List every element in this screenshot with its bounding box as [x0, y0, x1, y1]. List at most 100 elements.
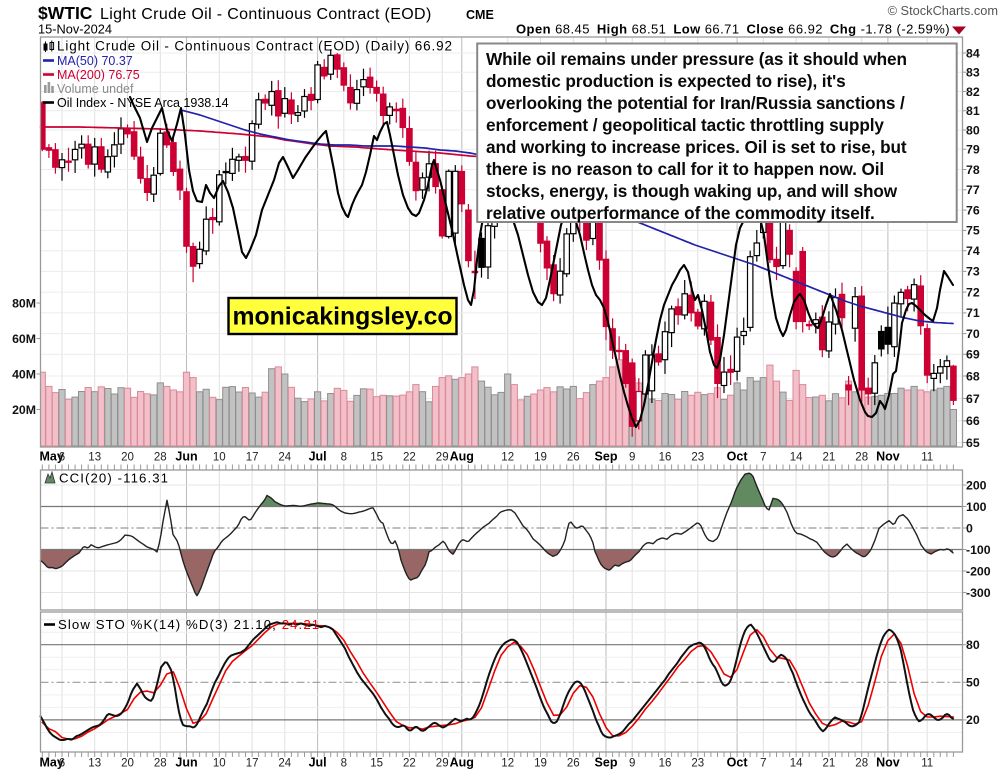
svg-text:domestic production is expecte: domestic production is expected to rise)… — [486, 71, 846, 91]
svg-text:20M: 20M — [12, 403, 36, 417]
svg-text:14: 14 — [790, 758, 803, 770]
svg-text:there is no reason to call for: there is no reason to call for it to hap… — [486, 159, 884, 179]
svg-text:26: 26 — [567, 758, 580, 770]
svg-text:81: 81 — [966, 104, 980, 118]
svg-text:22: 22 — [403, 452, 416, 464]
svg-text:CCI(20) -116.31: CCI(20) -116.31 — [59, 471, 169, 486]
svg-text:-300: -300 — [966, 586, 991, 600]
svg-text:19: 19 — [534, 452, 547, 464]
svg-text:-200: -200 — [966, 564, 991, 578]
svg-text:Open 68.45 High 68.51 Low 66.7: Open 68.45 High 68.51 Low 66.71 Close 66… — [516, 22, 950, 37]
svg-text:16: 16 — [659, 452, 672, 464]
svg-text:29: 29 — [436, 452, 449, 464]
svg-text:Oct: Oct — [727, 450, 749, 464]
svg-text:80: 80 — [966, 638, 980, 652]
svg-text:Aug: Aug — [450, 450, 474, 464]
svg-text:© StockCharts.com: © StockCharts.com — [888, 3, 998, 18]
svg-text:0: 0 — [966, 521, 973, 535]
svg-text:May: May — [40, 756, 64, 770]
svg-text:MA(200) 76.75: MA(200) 76.75 — [57, 68, 140, 82]
svg-text:Oct: Oct — [727, 756, 749, 770]
svg-text:Aug: Aug — [450, 756, 474, 770]
svg-text:11: 11 — [921, 758, 933, 770]
svg-text:28: 28 — [855, 452, 868, 464]
svg-text:15-Nov-2024: 15-Nov-2024 — [38, 22, 112, 37]
svg-text:20: 20 — [121, 452, 134, 464]
svg-text:8: 8 — [341, 758, 347, 770]
svg-text:24: 24 — [278, 758, 291, 770]
svg-text:While oil remains under pressu: While oil remains under pressure (as it … — [486, 49, 907, 69]
svg-text:6: 6 — [59, 452, 65, 464]
svg-text:monicakingsley.co: monicakingsley.co — [232, 304, 452, 331]
svg-text:67: 67 — [966, 392, 980, 406]
svg-text:78: 78 — [966, 163, 980, 177]
svg-text:28: 28 — [855, 758, 868, 770]
svg-text:8: 8 — [341, 452, 347, 464]
svg-text:68: 68 — [966, 369, 980, 383]
svg-text:80M: 80M — [12, 296, 36, 310]
svg-text:MA(50) 70.37: MA(50) 70.37 — [57, 54, 133, 68]
svg-text:28: 28 — [154, 452, 167, 464]
svg-text:12: 12 — [501, 452, 514, 464]
svg-text:Sep: Sep — [595, 450, 618, 464]
svg-text:65: 65 — [966, 436, 980, 450]
svg-text:17: 17 — [246, 452, 259, 464]
svg-text:Nov: Nov — [876, 756, 900, 770]
svg-text:76: 76 — [966, 203, 980, 217]
svg-text:-100: -100 — [966, 543, 991, 557]
svg-text:Nov: Nov — [876, 450, 900, 464]
svg-text:15: 15 — [370, 452, 383, 464]
svg-text:15: 15 — [370, 758, 383, 770]
svg-text:40M: 40M — [12, 367, 36, 381]
svg-text:69: 69 — [966, 348, 980, 362]
svg-text:50: 50 — [966, 676, 980, 690]
svg-text:84: 84 — [966, 46, 980, 60]
svg-text:Slow STO %K(14) %D(3) 21.10, 2: Slow STO %K(14) %D(3) 21.10, 24.21 — [58, 617, 320, 632]
svg-text:Jun: Jun — [175, 450, 197, 464]
svg-text:Light Crude Oil - Continuous C: Light Crude Oil - Continuous Contract (E… — [100, 6, 432, 23]
svg-text:13: 13 — [88, 758, 101, 770]
svg-text:21: 21 — [823, 452, 836, 464]
svg-text:and working to increase prices: and working to increase prices. Oil is s… — [486, 137, 907, 157]
svg-text:20: 20 — [121, 758, 134, 770]
svg-text:23: 23 — [691, 758, 704, 770]
svg-text:26: 26 — [567, 452, 580, 464]
svg-text:14: 14 — [790, 452, 803, 464]
svg-text:72: 72 — [966, 285, 980, 299]
svg-text:Volume undef: Volume undef — [57, 82, 134, 96]
svg-text:83: 83 — [966, 66, 980, 80]
svg-text:CME: CME — [466, 8, 494, 22]
svg-text:60M: 60M — [12, 332, 36, 346]
svg-text:relative outperformance of the: relative outperformance of the commodity… — [486, 203, 875, 223]
svg-text:13: 13 — [88, 452, 101, 464]
svg-text:overlooking the potential for: overlooking the potential for Iran/Russi… — [486, 93, 905, 113]
svg-text:80: 80 — [966, 123, 980, 137]
svg-text:22: 22 — [403, 758, 416, 770]
svg-text:200: 200 — [966, 478, 987, 492]
svg-text:Jun: Jun — [175, 756, 197, 770]
svg-text:stocks, energy, is though waki: stocks, energy, is though waking up, and… — [486, 181, 898, 201]
svg-text:75: 75 — [966, 224, 980, 238]
svg-text:Light Crude Oil - Continuous C: Light Crude Oil - Continuous Contract (E… — [57, 39, 453, 54]
svg-text:19: 19 — [534, 758, 547, 770]
svg-text:21: 21 — [823, 758, 836, 770]
svg-text:71: 71 — [966, 306, 980, 320]
svg-text:28: 28 — [154, 758, 167, 770]
svg-text:7: 7 — [760, 452, 766, 464]
svg-text:11: 11 — [921, 452, 933, 464]
svg-text:82: 82 — [966, 85, 980, 99]
svg-text:$WTIC: $WTIC — [38, 3, 93, 23]
svg-text:79: 79 — [966, 143, 980, 157]
svg-text:100: 100 — [966, 500, 987, 514]
svg-text:29: 29 — [436, 758, 449, 770]
svg-text:10: 10 — [213, 452, 226, 464]
svg-text:Oil Index - NYSE Arca 1938.14: Oil Index - NYSE Arca 1938.14 — [57, 96, 229, 110]
svg-text:7: 7 — [760, 758, 766, 770]
svg-text:73: 73 — [966, 265, 980, 279]
svg-text:74: 74 — [966, 244, 980, 258]
svg-text:77: 77 — [966, 183, 980, 197]
svg-text:17: 17 — [246, 758, 259, 770]
svg-text:enforcement / geopolitical tac: enforcement / geopolitical tactic thrott… — [486, 115, 884, 135]
svg-text:9: 9 — [629, 452, 635, 464]
svg-text:May: May — [40, 450, 64, 464]
